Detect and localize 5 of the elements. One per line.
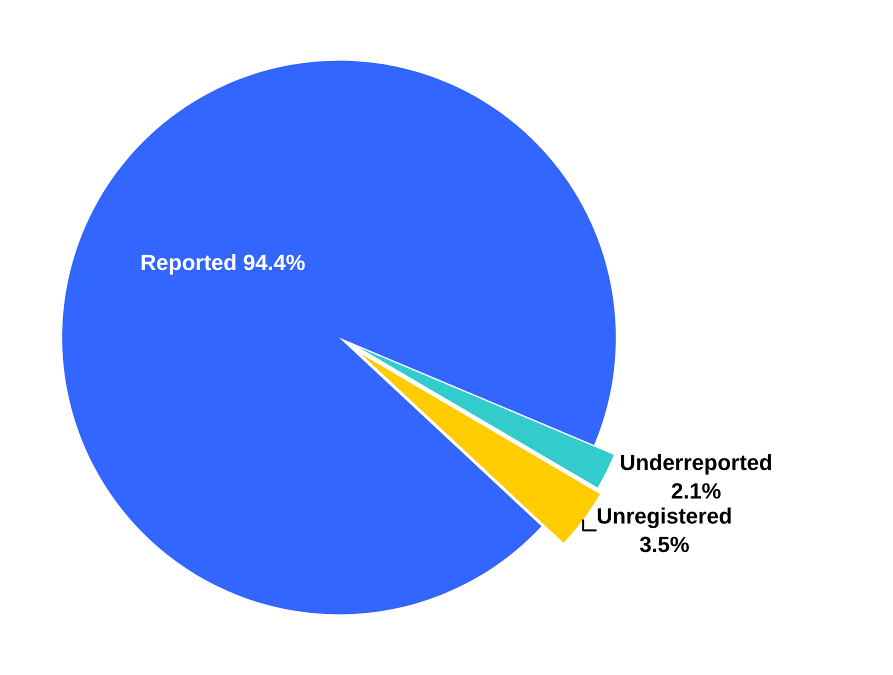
slice-label: Unregistered <box>596 504 732 529</box>
data-label: 2.1% <box>670 478 722 504</box>
slice-label: Reported 94.4% <box>140 250 306 275</box>
data-label: 3.5% <box>639 532 690 558</box>
slice-label: Underreported <box>620 450 772 476</box>
